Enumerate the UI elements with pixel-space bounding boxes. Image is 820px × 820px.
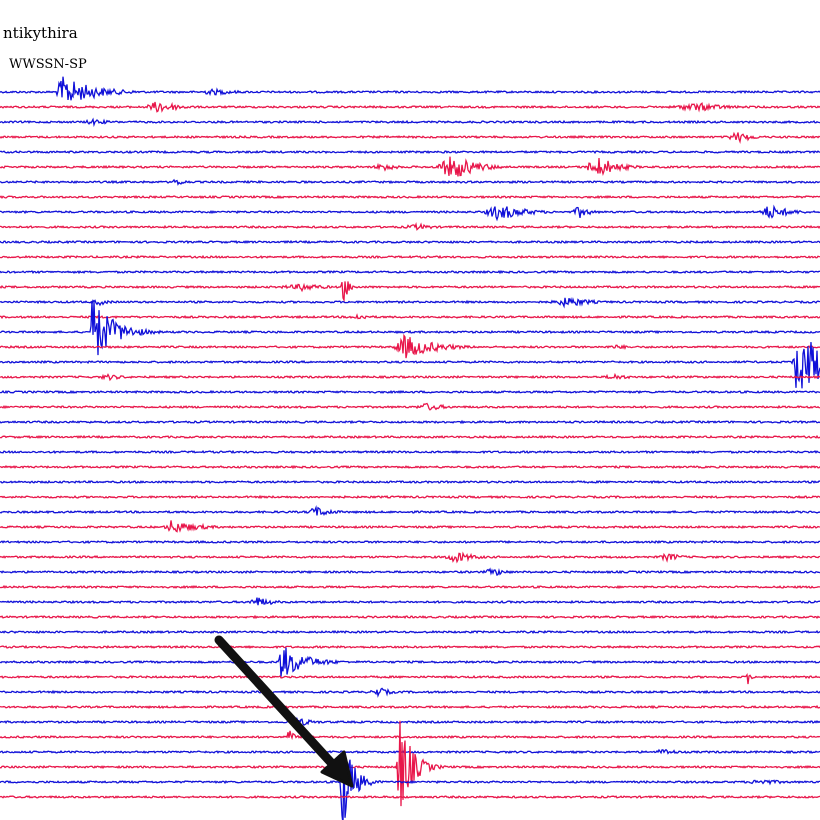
trace	[0, 402, 820, 411]
trace	[0, 194, 820, 200]
trace	[0, 281, 820, 303]
trace	[0, 149, 820, 155]
trace	[0, 333, 820, 359]
trace	[0, 131, 820, 145]
traces	[0, 76, 820, 820]
trace	[0, 794, 820, 800]
trace	[0, 464, 820, 470]
trace	[0, 520, 820, 533]
trace	[0, 567, 820, 577]
trace	[0, 254, 820, 260]
arrow	[214, 635, 354, 788]
instrument-label: WWSSN-SP	[9, 57, 87, 72]
trace	[0, 389, 820, 395]
trace	[0, 479, 820, 485]
trace	[0, 156, 820, 177]
trace	[0, 76, 820, 101]
trace	[0, 505, 820, 516]
trace	[0, 269, 820, 275]
station-label: ntikythira	[3, 24, 78, 42]
trace	[0, 704, 820, 710]
trace	[0, 597, 820, 606]
trace	[0, 730, 820, 741]
trace	[0, 629, 820, 635]
trace	[0, 419, 820, 425]
trace	[0, 239, 820, 245]
trace	[0, 647, 820, 677]
trace	[0, 551, 820, 564]
trace	[0, 644, 820, 650]
trace	[0, 540, 820, 545]
trace	[0, 449, 820, 455]
trace	[0, 117, 820, 128]
trace	[0, 297, 820, 309]
trace	[0, 494, 820, 500]
trace	[0, 673, 820, 685]
trace	[0, 204, 820, 222]
trace	[0, 716, 820, 726]
trace	[0, 720, 820, 807]
trace	[0, 178, 820, 186]
trace	[0, 342, 820, 389]
trace	[0, 222, 820, 231]
trace	[0, 434, 820, 440]
trace	[0, 584, 820, 590]
trace	[0, 751, 820, 820]
trace	[0, 372, 820, 382]
trace	[0, 687, 820, 698]
trace	[0, 614, 820, 620]
trace	[0, 313, 820, 320]
trace	[0, 300, 820, 356]
trace	[0, 101, 820, 113]
